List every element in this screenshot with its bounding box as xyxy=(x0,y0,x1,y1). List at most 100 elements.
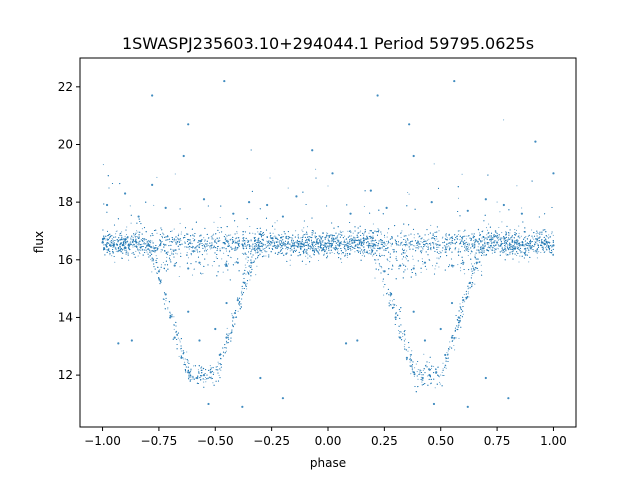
data-point xyxy=(523,245,525,247)
data-point xyxy=(230,238,232,240)
data-point xyxy=(498,226,500,229)
data-point xyxy=(302,235,304,237)
data-point xyxy=(188,248,190,250)
data-point xyxy=(525,236,527,238)
data-point xyxy=(133,240,135,243)
data-point xyxy=(438,375,440,378)
data-point xyxy=(489,248,491,250)
data-point xyxy=(452,339,454,341)
data-point xyxy=(467,245,469,248)
data-point xyxy=(462,313,464,315)
data-point xyxy=(362,242,364,244)
data-point xyxy=(536,257,538,259)
data-point xyxy=(372,223,374,225)
data-point xyxy=(403,346,405,348)
data-point xyxy=(433,163,435,165)
data-point xyxy=(412,258,414,260)
data-point xyxy=(228,334,230,337)
data-point xyxy=(246,256,248,258)
data-point xyxy=(349,229,351,232)
data-point xyxy=(117,342,120,345)
data-point xyxy=(227,263,230,265)
data-point xyxy=(190,241,192,243)
data-point xyxy=(119,233,121,235)
data-point xyxy=(474,258,476,260)
data-point xyxy=(478,232,481,234)
data-point xyxy=(398,268,400,270)
data-point xyxy=(137,247,139,249)
data-point xyxy=(179,266,181,268)
data-point xyxy=(131,252,133,254)
data-point xyxy=(259,376,262,380)
data-point xyxy=(498,236,500,238)
data-point xyxy=(358,241,360,243)
data-point xyxy=(173,316,175,318)
data-point xyxy=(130,339,133,342)
data-point xyxy=(289,259,291,261)
data-point xyxy=(402,244,404,246)
data-point xyxy=(120,244,122,246)
data-point xyxy=(459,230,461,232)
data-point xyxy=(173,336,176,339)
data-point xyxy=(473,272,475,274)
data-point xyxy=(274,222,276,224)
data-point xyxy=(152,247,154,249)
data-point xyxy=(241,288,243,290)
data-point xyxy=(528,261,530,263)
data-point xyxy=(342,231,344,233)
data-point xyxy=(369,189,372,192)
data-point xyxy=(162,261,164,264)
data-point xyxy=(413,375,415,377)
data-point xyxy=(412,267,415,270)
data-point xyxy=(540,251,542,254)
data-point xyxy=(372,236,374,238)
data-point xyxy=(404,256,406,258)
data-point xyxy=(254,247,256,249)
data-point xyxy=(454,249,456,251)
data-point xyxy=(103,243,105,245)
data-point xyxy=(370,244,372,246)
data-point xyxy=(467,246,469,248)
data-point xyxy=(395,305,397,307)
data-point xyxy=(462,305,465,308)
data-point xyxy=(439,381,441,383)
data-point xyxy=(434,239,436,241)
data-point xyxy=(150,252,152,254)
data-point xyxy=(552,234,554,236)
data-point xyxy=(534,241,536,243)
data-point xyxy=(460,312,462,314)
data-point xyxy=(508,244,511,246)
data-point xyxy=(250,266,252,268)
data-point xyxy=(225,250,228,252)
data-point xyxy=(333,238,336,240)
data-point xyxy=(135,250,137,252)
data-point xyxy=(339,230,341,232)
data-point xyxy=(300,243,302,245)
data-point xyxy=(197,369,199,371)
data-point xyxy=(465,247,467,249)
data-point xyxy=(225,336,228,339)
data-point xyxy=(533,238,535,240)
data-point xyxy=(159,269,161,271)
data-point xyxy=(423,239,425,241)
data-point xyxy=(519,237,521,239)
data-point xyxy=(449,341,451,343)
data-point xyxy=(377,258,379,260)
data-point xyxy=(489,237,491,239)
data-point xyxy=(552,172,555,175)
data-point xyxy=(182,154,185,158)
data-point xyxy=(130,237,132,239)
data-point xyxy=(180,239,182,242)
data-point xyxy=(450,242,452,244)
data-point xyxy=(422,369,424,371)
data-point xyxy=(467,254,469,257)
data-point xyxy=(459,267,462,269)
data-point xyxy=(361,254,363,257)
data-point xyxy=(545,238,547,240)
data-point xyxy=(331,236,333,239)
data-point xyxy=(218,363,220,365)
data-point xyxy=(501,221,503,223)
data-point xyxy=(383,286,385,288)
data-point xyxy=(441,250,443,252)
data-point xyxy=(210,378,212,380)
